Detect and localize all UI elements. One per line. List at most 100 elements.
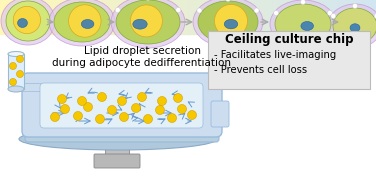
Circle shape [214, 5, 247, 37]
FancyBboxPatch shape [211, 101, 229, 127]
Bar [42, 0, 48, 34]
Circle shape [61, 105, 70, 114]
Ellipse shape [193, 0, 263, 47]
Bar [277, 0, 283, 34]
Ellipse shape [18, 19, 27, 28]
Circle shape [83, 102, 92, 112]
Bar [291, 0, 297, 34]
Bar [240, 0, 246, 34]
Bar [14, 0, 20, 34]
Bar [113, 0, 118, 34]
Bar [33, 0, 39, 34]
Ellipse shape [198, 1, 258, 43]
Bar [174, 0, 180, 34]
Circle shape [117, 97, 126, 105]
Text: Lipid droplet secretion: Lipid droplet secretion [83, 46, 200, 56]
Circle shape [130, 5, 162, 37]
Circle shape [77, 97, 86, 105]
Bar [0, 0, 6, 34]
Ellipse shape [270, 0, 336, 48]
Bar [221, 0, 227, 34]
Bar [371, 0, 376, 34]
Bar [259, 0, 264, 34]
Bar [150, 0, 156, 34]
Bar [230, 0, 236, 34]
Bar [348, 0, 353, 34]
Ellipse shape [54, 2, 110, 42]
Bar [28, 0, 34, 34]
Bar [338, 0, 344, 34]
Circle shape [176, 8, 181, 12]
Circle shape [353, 4, 358, 9]
Circle shape [173, 94, 182, 102]
Text: - Facilitates live-imaging: - Facilitates live-imaging [214, 50, 336, 60]
Bar [367, 0, 372, 34]
Bar [75, 0, 81, 34]
Circle shape [68, 5, 101, 37]
Bar [296, 0, 302, 34]
Circle shape [50, 112, 59, 122]
Circle shape [156, 105, 165, 115]
Circle shape [274, 11, 279, 15]
Circle shape [188, 111, 197, 119]
Bar [334, 0, 340, 34]
Circle shape [13, 6, 41, 34]
Bar [329, 0, 335, 34]
Circle shape [144, 115, 153, 123]
Circle shape [300, 0, 305, 5]
Bar [235, 0, 241, 34]
Bar [211, 0, 217, 34]
Ellipse shape [350, 24, 360, 32]
Ellipse shape [224, 19, 238, 29]
Ellipse shape [301, 22, 314, 30]
Circle shape [132, 104, 141, 112]
Bar [263, 0, 269, 34]
Bar [71, 0, 76, 34]
Bar [301, 0, 306, 34]
Circle shape [327, 11, 332, 15]
Bar [103, 0, 109, 34]
Bar [169, 0, 175, 34]
Ellipse shape [8, 51, 24, 57]
Ellipse shape [81, 19, 94, 29]
Bar [324, 0, 330, 34]
Bar [343, 0, 349, 34]
Bar [310, 0, 316, 34]
Bar [23, 0, 29, 34]
Bar [273, 0, 278, 34]
Bar [244, 0, 250, 34]
Bar [183, 0, 189, 34]
Circle shape [115, 8, 120, 12]
Bar [287, 0, 293, 34]
Circle shape [177, 105, 186, 114]
Bar [216, 0, 222, 34]
Circle shape [17, 70, 23, 77]
Circle shape [374, 13, 376, 19]
Ellipse shape [6, 1, 50, 41]
Circle shape [197, 8, 202, 13]
FancyBboxPatch shape [22, 73, 222, 137]
Bar [16, 83, 48, 91]
Circle shape [73, 112, 82, 121]
Circle shape [120, 112, 129, 122]
Bar [362, 0, 368, 34]
Circle shape [138, 92, 147, 101]
Bar [122, 0, 128, 34]
Bar [179, 0, 184, 34]
Bar [89, 0, 95, 34]
Bar [315, 0, 321, 34]
Circle shape [96, 115, 105, 123]
Bar [105, 137, 129, 159]
Bar [99, 0, 105, 34]
Text: Ceiling culture chip: Ceiling culture chip [225, 33, 353, 46]
Text: - Prevents cell loss: - Prevents cell loss [214, 65, 307, 75]
Bar [117, 0, 123, 34]
Circle shape [331, 13, 336, 19]
Bar [155, 0, 161, 34]
Ellipse shape [1, 0, 55, 45]
Circle shape [167, 114, 176, 122]
Bar [8, 54, 24, 89]
Bar [160, 0, 165, 34]
Bar [165, 0, 170, 34]
Text: during adipocyte dedifferentiation: during adipocyte dedifferentiation [53, 58, 232, 68]
